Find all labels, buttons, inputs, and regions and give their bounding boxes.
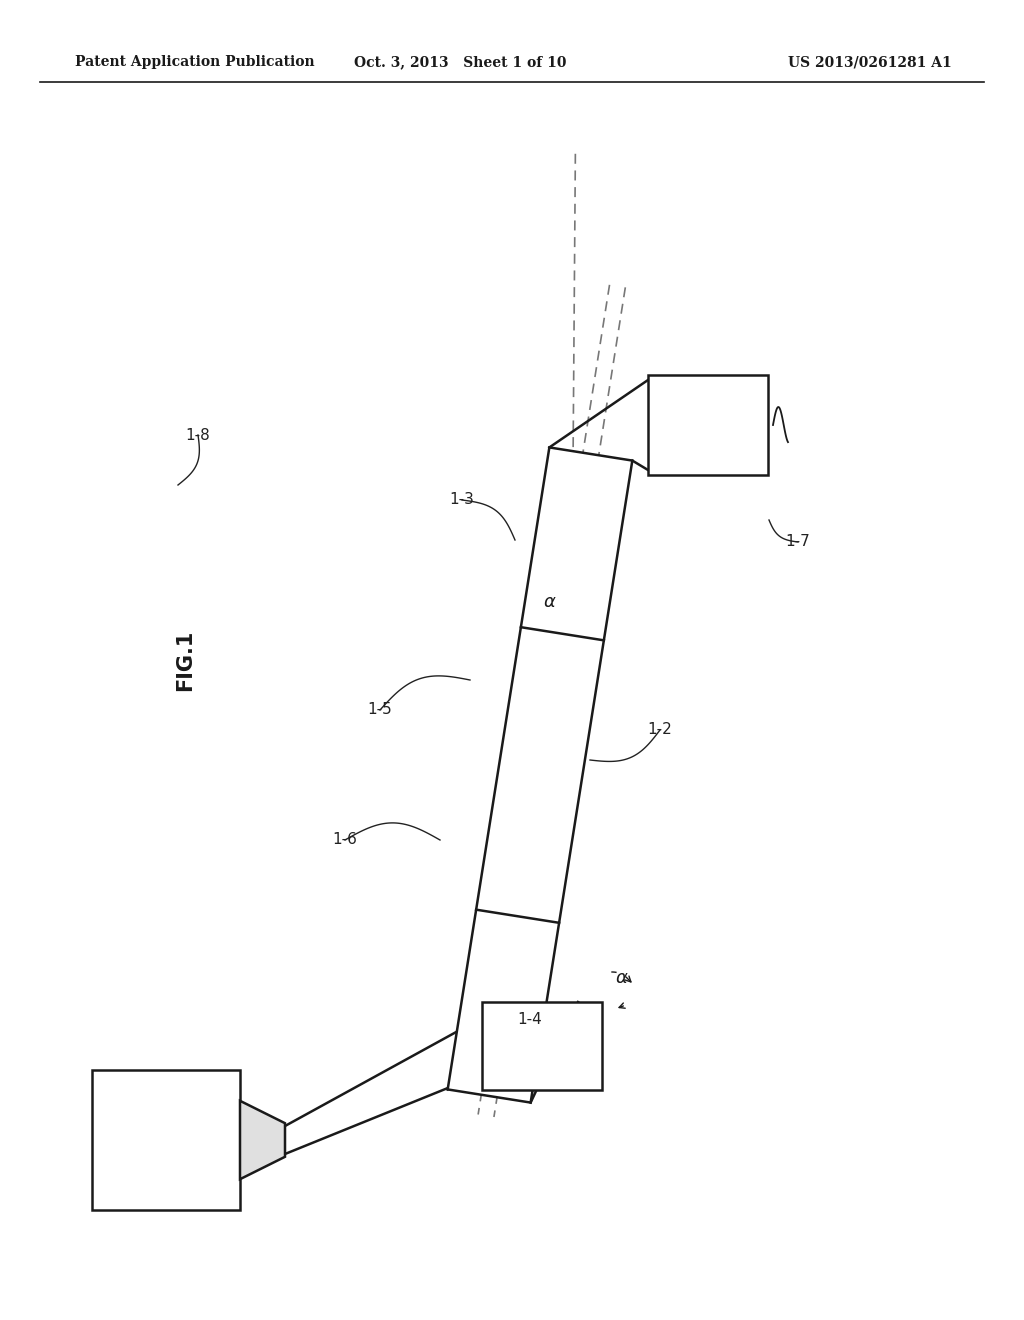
Bar [482, 1002, 602, 1090]
Text: 1-4: 1-4 [517, 1012, 543, 1027]
Text: Oct. 3, 2013   Sheet 1 of 10: Oct. 3, 2013 Sheet 1 of 10 [353, 55, 566, 69]
Text: $\alpha$: $\alpha$ [615, 969, 629, 987]
Text: US 2013/0261281 A1: US 2013/0261281 A1 [788, 55, 952, 69]
Text: Patent Application Publication: Patent Application Publication [75, 55, 314, 69]
Polygon shape [447, 447, 633, 1102]
Text: 1-5: 1-5 [368, 702, 392, 718]
Text: 1-7: 1-7 [785, 535, 810, 549]
Text: 1-8: 1-8 [185, 428, 210, 442]
Text: 1-3: 1-3 [450, 492, 474, 507]
Text: $\alpha$: $\alpha$ [543, 593, 556, 611]
Text: FIG.1: FIG.1 [175, 630, 195, 690]
Text: 1-6: 1-6 [333, 833, 357, 847]
Bar [92, 1071, 240, 1210]
Text: 1-2: 1-2 [647, 722, 673, 738]
Bar [648, 375, 768, 475]
Polygon shape [240, 1101, 285, 1179]
